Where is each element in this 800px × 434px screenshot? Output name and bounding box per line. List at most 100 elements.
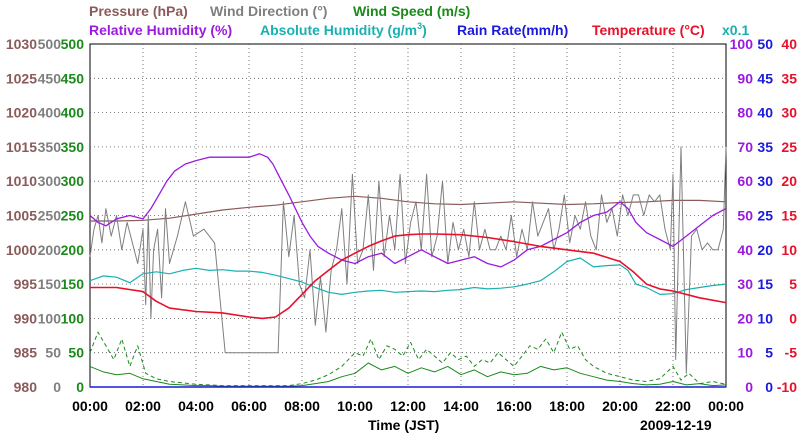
wind-speed-tick-label: 350 bbox=[61, 139, 85, 155]
relative-humidity-tick-label: 10 bbox=[737, 345, 753, 361]
relative-humidity-line bbox=[89, 153, 727, 268]
legend-absolute-humidity-sup: 3 bbox=[417, 21, 422, 31]
absolute-humidity-tick-label: 40 bbox=[757, 105, 773, 121]
temperature-tick-label: 15 bbox=[781, 208, 797, 224]
wind-gust-line bbox=[89, 331, 727, 387]
wind-direction-tick-label: 0 bbox=[53, 379, 61, 395]
absolute-humidity-tick-label: 50 bbox=[757, 36, 773, 52]
wind-speed-tick-label: 0 bbox=[76, 379, 84, 395]
wind-speed-line bbox=[89, 362, 727, 387]
legend-wind-direction: Wind Direction (°) bbox=[210, 3, 327, 19]
temperature-tick-label: 20 bbox=[781, 173, 797, 189]
plot-area bbox=[89, 43, 727, 388]
temperature-tick-label: 30 bbox=[781, 105, 797, 121]
legend-temperature: Temperature (°C) bbox=[592, 22, 705, 38]
relative-humidity-tick-label: 40 bbox=[737, 242, 753, 258]
temperature-tick-label: -5 bbox=[785, 345, 798, 361]
legend-absolute-humidity-label: Absolute Humidity (g/m bbox=[260, 22, 417, 38]
absolute-humidity-tick-label: 35 bbox=[757, 139, 773, 155]
relative-humidity-tick-label: 100 bbox=[730, 36, 754, 52]
x-tick-label: 06:00 bbox=[231, 398, 267, 414]
pressure-tick-label: 1025 bbox=[6, 70, 37, 86]
wind-speed-tick-label: 450 bbox=[61, 70, 85, 86]
pressure-tick-label: 985 bbox=[14, 345, 38, 361]
y-axes-right: 0102030405060708090100051015202530354045… bbox=[730, 36, 798, 395]
temperature-tick-label: -10 bbox=[777, 379, 797, 395]
wind-direction-tick-label: 50 bbox=[45, 345, 61, 361]
absolute-humidity-tick-label: 15 bbox=[757, 276, 773, 292]
absolute-humidity-tick-label: 0 bbox=[765, 379, 773, 395]
x-tick-label: 10:00 bbox=[337, 398, 373, 414]
wind-speed-tick-label: 250 bbox=[61, 208, 85, 224]
series-group bbox=[89, 146, 727, 388]
wind-speed-tick-label: 300 bbox=[61, 173, 85, 189]
x-axis: 00:00 02:00 04:00 06:00 08:00 10:00 12:00 14:00… bbox=[72, 398, 744, 414]
relative-humidity-tick-label: 30 bbox=[737, 276, 753, 292]
relative-humidity-tick-label: 70 bbox=[737, 139, 753, 155]
pressure-tick-label: 1015 bbox=[6, 139, 37, 155]
legend-rain-scale-note: x0.1 bbox=[722, 22, 749, 38]
wind-speed-tick-label: 100 bbox=[61, 310, 85, 326]
x-tick-label: 16:00 bbox=[496, 398, 532, 414]
absolute-humidity-tick-label: 5 bbox=[765, 345, 773, 361]
wind-direction-line bbox=[89, 146, 727, 374]
wind-direction-tick-label: 150 bbox=[38, 276, 62, 292]
x-tick-label: 00:00 bbox=[708, 398, 744, 414]
wind-direction-tick-label: 100 bbox=[38, 310, 62, 326]
temperature-tick-label: 10 bbox=[781, 242, 797, 258]
wind-speed-tick-label: 400 bbox=[61, 105, 85, 121]
wind-direction-tick-label: 450 bbox=[38, 70, 62, 86]
temperature-tick-label: 40 bbox=[781, 36, 797, 52]
y-axes-left: 9809859909951000100510101015102010251030… bbox=[6, 36, 84, 395]
relative-humidity-tick-label: 80 bbox=[737, 105, 753, 121]
wind-direction-tick-label: 350 bbox=[38, 139, 62, 155]
legend-absolute-humidity-close: ) bbox=[422, 22, 427, 38]
legend-absolute-humidity: Absolute Humidity (g/m3) bbox=[260, 21, 427, 38]
x-tick-label: 12:00 bbox=[390, 398, 426, 414]
legend-pressure: Pressure (hPa) bbox=[89, 3, 188, 19]
absolute-humidity-tick-label: 45 bbox=[757, 70, 773, 86]
temperature-tick-label: 35 bbox=[781, 70, 797, 86]
pressure-tick-label: 1010 bbox=[6, 173, 37, 189]
temperature-tick-label: 25 bbox=[781, 139, 797, 155]
wind-direction-tick-label: 300 bbox=[38, 173, 62, 189]
relative-humidity-tick-label: 0 bbox=[745, 379, 753, 395]
pressure-tick-label: 990 bbox=[14, 310, 38, 326]
x-axis-label: Time (JST) bbox=[368, 417, 439, 433]
wind-direction-tick-label: 250 bbox=[38, 208, 62, 224]
temperature-tick-label: 5 bbox=[789, 276, 797, 292]
legend-relative-humidity: Relative Humidity (%) bbox=[89, 22, 232, 38]
x-tick-label: 20:00 bbox=[602, 398, 638, 414]
relative-humidity-tick-label: 50 bbox=[737, 208, 753, 224]
x-tick-label: 22:00 bbox=[655, 398, 691, 414]
legend-rain-rate: Rain Rate(mm/h) bbox=[457, 22, 568, 38]
absolute-humidity-tick-label: 10 bbox=[757, 310, 773, 326]
pressure-tick-label: 1000 bbox=[6, 242, 37, 258]
pressure-tick-label: 995 bbox=[14, 276, 38, 292]
date-label: 2009-12-19 bbox=[640, 417, 712, 433]
wind-direction-tick-label: 500 bbox=[38, 36, 62, 52]
relative-humidity-tick-label: 90 bbox=[737, 70, 753, 86]
legend-wind-speed: Wind Speed (m/s) bbox=[353, 3, 470, 19]
relative-humidity-tick-label: 20 bbox=[737, 310, 753, 326]
x-tick-label: 14:00 bbox=[443, 398, 479, 414]
absolute-humidity-line bbox=[89, 257, 727, 295]
pressure-tick-label: 1005 bbox=[6, 208, 37, 224]
wind-speed-tick-label: 50 bbox=[68, 345, 84, 361]
wind-direction-tick-label: 400 bbox=[38, 105, 62, 121]
pressure-tick-label: 980 bbox=[14, 379, 38, 395]
wind-speed-tick-label: 200 bbox=[61, 242, 85, 258]
x-tick-label: 02:00 bbox=[125, 398, 161, 414]
absolute-humidity-tick-label: 25 bbox=[757, 208, 773, 224]
relative-humidity-tick-label: 60 bbox=[737, 173, 753, 189]
x-tick-label: 18:00 bbox=[549, 398, 585, 414]
absolute-humidity-tick-label: 20 bbox=[757, 242, 773, 258]
x-tick-label: 04:00 bbox=[178, 398, 214, 414]
pressure-tick-label: 1030 bbox=[6, 36, 37, 52]
temperature-line bbox=[90, 233, 727, 320]
x-tick-label: 00:00 bbox=[72, 398, 108, 414]
temperature-tick-label: 0 bbox=[789, 310, 797, 326]
wind-speed-tick-label: 150 bbox=[61, 276, 85, 292]
wind-speed-tick-label: 500 bbox=[61, 36, 85, 52]
